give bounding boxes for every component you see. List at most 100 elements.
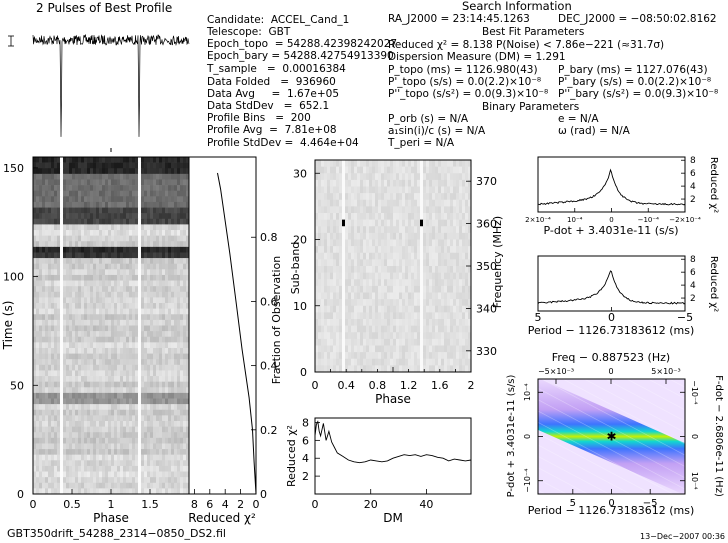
subband-cell bbox=[459, 180, 462, 187]
time-phase-cell bbox=[84, 191, 87, 197]
subband-cell bbox=[453, 200, 456, 207]
subband-cell bbox=[465, 246, 468, 253]
subband-cell bbox=[369, 193, 372, 200]
time-phase-cell bbox=[57, 191, 60, 197]
time-phase-cell bbox=[156, 410, 159, 416]
time-phase-cell bbox=[117, 286, 120, 292]
period-pdot-ylabel: P-dot + 3.4031e-11 (s/s) bbox=[506, 375, 517, 498]
time-phase-cell bbox=[120, 202, 123, 208]
subband-cell bbox=[465, 352, 468, 359]
time-phase-cell bbox=[102, 303, 105, 309]
time-phase-cell bbox=[78, 483, 81, 489]
time-phase-cell bbox=[81, 196, 84, 202]
time-phase-cell bbox=[108, 224, 111, 230]
time-phase-cell bbox=[183, 258, 186, 264]
time-phase-cell bbox=[165, 236, 168, 242]
time-phase-cell bbox=[126, 488, 129, 494]
time-phase-cell bbox=[42, 163, 45, 169]
time-phase-cell bbox=[150, 309, 153, 315]
subband-cell bbox=[324, 206, 327, 213]
time-phase-cell bbox=[117, 455, 120, 461]
time-phase-cell bbox=[48, 309, 51, 315]
subband-cell bbox=[348, 193, 351, 200]
time-phase-cell bbox=[42, 309, 45, 315]
time-phase-cell bbox=[135, 208, 138, 214]
time-phase-cell bbox=[174, 320, 177, 326]
time-phase-cell bbox=[177, 281, 180, 287]
time-phase-cell bbox=[69, 281, 72, 287]
subband-cell bbox=[447, 187, 450, 194]
time-phase-cell bbox=[132, 404, 135, 410]
time-phase-cell bbox=[99, 337, 102, 343]
time-phase-cell bbox=[48, 163, 51, 169]
time-phase-cell bbox=[75, 483, 78, 489]
subband-cell bbox=[330, 286, 333, 293]
subband-cell bbox=[366, 213, 369, 220]
time-phase-cell bbox=[63, 202, 66, 208]
time-phase-cell bbox=[72, 342, 75, 348]
subband-cell bbox=[408, 299, 411, 306]
time-phase-ytick-label: 50 bbox=[10, 379, 24, 392]
subband-cell bbox=[414, 253, 417, 260]
time-phase-cell bbox=[168, 179, 171, 185]
subband-cell bbox=[417, 352, 420, 359]
subband-cell bbox=[363, 279, 366, 286]
time-phase-cell bbox=[120, 168, 123, 174]
time-phase-cell bbox=[69, 292, 72, 298]
time-phase-cell bbox=[42, 415, 45, 421]
time-phase-cell bbox=[129, 202, 132, 208]
time-phase-cell bbox=[81, 281, 84, 287]
subband-cell bbox=[405, 306, 408, 313]
time-phase-cell bbox=[132, 354, 135, 360]
subband-cell bbox=[432, 266, 435, 273]
time-phase-cell bbox=[114, 483, 117, 489]
time-phase-cell bbox=[66, 179, 69, 185]
time-phase-cell bbox=[48, 179, 51, 185]
time-phase-cell bbox=[39, 258, 42, 264]
time-phase-cell bbox=[75, 264, 78, 270]
time-phase-cell bbox=[96, 303, 99, 309]
time-phase-cell bbox=[180, 213, 183, 219]
time-phase-cell bbox=[117, 449, 120, 455]
time-phase-cell bbox=[168, 432, 171, 438]
time-phase-cell bbox=[126, 241, 129, 247]
time-phase-cell bbox=[159, 354, 162, 360]
time-phase-cell bbox=[108, 208, 111, 214]
time-phase-cell bbox=[87, 365, 90, 371]
time-phase-cell bbox=[36, 337, 39, 343]
subband-cell bbox=[411, 365, 414, 372]
time-phase-cell bbox=[96, 309, 99, 315]
period-pdot-best-marker: ✱ bbox=[606, 430, 616, 444]
time-phase-cell bbox=[129, 247, 132, 253]
subband-cell bbox=[351, 240, 354, 247]
subband-cell bbox=[333, 180, 336, 187]
time-phase-cell bbox=[69, 286, 72, 292]
time-phase-cell bbox=[93, 348, 96, 354]
time-phase-cell bbox=[150, 252, 153, 258]
subband-cell bbox=[438, 339, 441, 346]
time-phase-cell bbox=[129, 393, 132, 399]
subband-cell bbox=[360, 233, 363, 240]
subband-cell bbox=[450, 319, 453, 326]
time-phase-cell bbox=[36, 224, 39, 230]
time-phase-cell bbox=[54, 258, 57, 264]
time-phase-cell bbox=[105, 342, 108, 348]
time-phase-cell bbox=[126, 174, 129, 180]
time-phase-cell bbox=[147, 331, 150, 337]
subband-cell bbox=[357, 220, 360, 227]
time-phase-cell bbox=[159, 404, 162, 410]
subband-cell bbox=[396, 200, 399, 207]
subband-cell bbox=[381, 200, 384, 207]
time-phase-cell bbox=[129, 348, 132, 354]
time-phase-ytick-label: 100 bbox=[3, 271, 24, 284]
time-phase-cell bbox=[39, 163, 42, 169]
time-phase-cell bbox=[63, 174, 66, 180]
time-phase-cell bbox=[123, 415, 126, 421]
time-phase-cell bbox=[78, 354, 81, 360]
time-phase-cell bbox=[168, 393, 171, 399]
time-phase-cell bbox=[171, 466, 174, 472]
search-pdd-topo: P''_topo (s/s²) = 0.0(9.3)×10⁻⁸ bbox=[388, 88, 548, 100]
subband-freq-label: Frequency (MHz) bbox=[491, 216, 504, 308]
subband-cell bbox=[357, 253, 360, 260]
time-phase-cell bbox=[159, 449, 162, 455]
